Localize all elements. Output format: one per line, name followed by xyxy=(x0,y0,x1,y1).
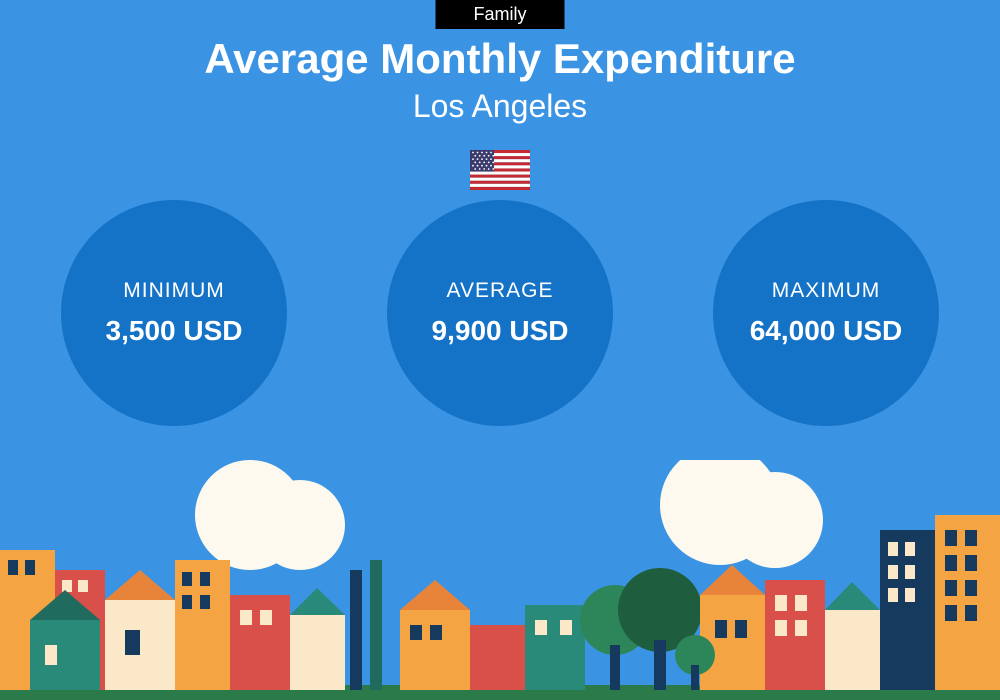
stat-value: 64,000 USD xyxy=(750,315,903,347)
country-flag-icon xyxy=(470,150,530,190)
stat-circle-maximum: MAXIMUM 64,000 USD xyxy=(713,200,939,426)
stat-label: AVERAGE xyxy=(447,279,554,303)
category-badge-label: Family xyxy=(474,4,527,24)
stat-circle-minimum: MINIMUM 3,500 USD xyxy=(61,200,287,426)
stat-value: 3,500 USD xyxy=(106,315,243,347)
stat-circle-average: AVERAGE 9,900 USD xyxy=(387,200,613,426)
city-subtitle: Los Angeles xyxy=(0,88,1000,125)
stat-label: MINIMUM xyxy=(123,279,224,303)
skyline-illustration xyxy=(0,460,1000,700)
stat-label: MAXIMUM xyxy=(772,279,881,303)
category-badge: Family xyxy=(436,0,565,29)
page-title: Average Monthly Expenditure xyxy=(0,35,1000,83)
stats-row: MINIMUM 3,500 USD AVERAGE 9,900 USD MAXI… xyxy=(0,200,1000,426)
stat-value: 9,900 USD xyxy=(432,315,569,347)
